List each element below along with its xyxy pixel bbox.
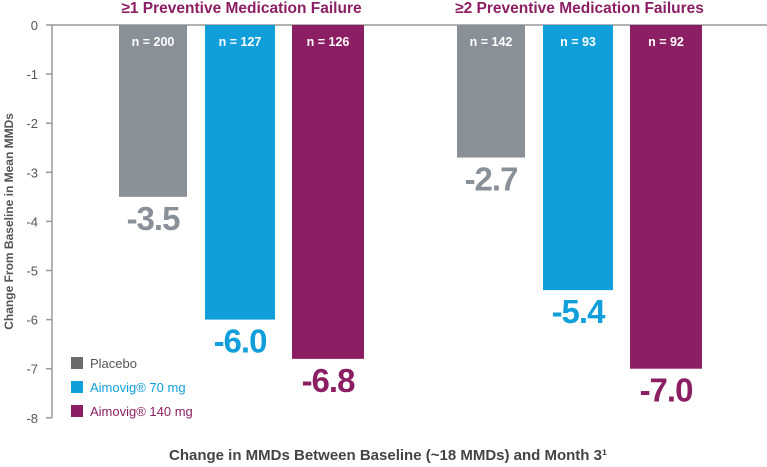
x-axis-label: Change in MMDs Between Baseline (~18 MMD… [169, 447, 607, 464]
bar [205, 25, 275, 320]
legend-label: Placebo [90, 356, 137, 371]
group-title: ≥2 Preventive Medication Failures [455, 0, 704, 17]
bar [630, 25, 702, 369]
n-label: n = 126 [307, 35, 350, 49]
y-tick-label: -4 [26, 214, 38, 229]
group-title: ≥1 Preventive Medication Failure [121, 0, 362, 17]
legend-label: Aimovig® 70 mg [90, 380, 186, 395]
y-axis-label: Change From Baseline in Mean MMDs [2, 113, 16, 330]
n-label: n = 92 [648, 35, 684, 49]
y-tick-label: 0 [31, 18, 38, 33]
data-label: -3.5 [127, 200, 181, 237]
data-label: -7.0 [640, 372, 693, 409]
y-tick-label: -8 [26, 411, 38, 426]
n-label: n = 93 [560, 35, 596, 49]
bar [119, 25, 187, 197]
legend-swatch [71, 405, 83, 417]
y-tick-label: -1 [26, 67, 38, 82]
data-label: -5.4 [552, 293, 607, 330]
y-tick-label: -7 [26, 362, 38, 377]
y-tick-label: -2 [26, 116, 38, 131]
n-label: n = 200 [132, 35, 175, 49]
bar [457, 25, 525, 158]
bar [292, 25, 364, 359]
legend-swatch [71, 381, 83, 393]
data-label: -2.7 [465, 161, 518, 198]
data-label: -6.0 [214, 323, 267, 360]
legend-label: Aimovig® 140 mg [90, 404, 193, 419]
y-tick-label: -5 [26, 264, 38, 279]
y-tick-label: -3 [26, 165, 38, 180]
n-label: n = 142 [470, 35, 513, 49]
data-label: -6.8 [302, 362, 356, 399]
y-tick-label: -6 [26, 313, 38, 328]
bar [543, 25, 613, 291]
legend-swatch [71, 357, 83, 369]
n-label: n = 127 [219, 35, 262, 49]
